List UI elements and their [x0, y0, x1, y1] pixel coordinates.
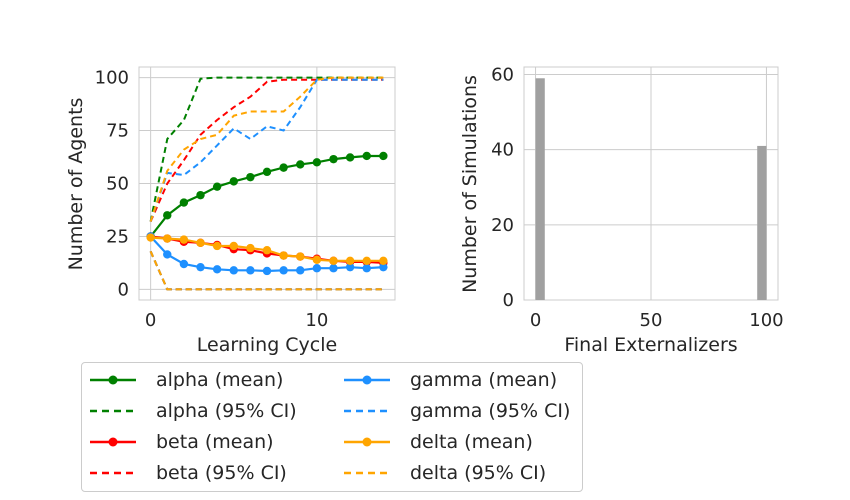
right-y-axis-label: Number of Simulations: [459, 75, 481, 293]
delta-mean-point: [262, 246, 272, 255]
gamma-mean-point: [345, 262, 355, 272]
legend-label: alpha (95% CI): [156, 400, 297, 422]
left-x-tick-label: 0: [145, 310, 156, 331]
left-x-axis-label: Learning Cycle: [197, 334, 337, 356]
legend-entry: alpha (95% CI): [90, 396, 297, 426]
gamma-mean-point: [262, 266, 272, 276]
legend-marker-swatch: [90, 375, 136, 385]
delta-mean-point: [312, 255, 322, 264]
gamma-95-ci-upper-line: [149, 78, 384, 222]
legend-label: gamma (95% CI): [410, 400, 571, 422]
gamma-mean-point: [196, 262, 205, 272]
right-x-axis-label: Final Externalizers: [564, 334, 737, 356]
left-x-tick-label: 10: [305, 310, 328, 331]
alpha-mean-point: [246, 172, 255, 182]
right-histogram: 0 50 100 0 20 40 60 Final Externalizers Number…: [459, 65, 784, 356]
alpha-mean-point: [262, 167, 272, 177]
delta-mean-point: [362, 256, 371, 266]
gamma-mean-point: [312, 264, 322, 273]
alpha-mean-point: [163, 211, 172, 220]
legend-entry: gamma (mean): [344, 365, 557, 395]
histogram-bar: [757, 145, 767, 300]
gamma-mean-point: [163, 250, 172, 259]
delta-mean-point: [279, 251, 288, 260]
gamma-mean-point: [212, 265, 222, 274]
legend-entry: alpha (mean): [90, 365, 283, 395]
left-y-tick-label: 0: [118, 279, 129, 300]
gamma-mean-point: [329, 264, 338, 273]
left-y-axis-label: Number of Agents: [65, 98, 87, 271]
left-y-tick-label: 100: [95, 68, 129, 89]
alpha-95-ci-upper-line: [149, 76, 384, 222]
histogram-bar: [535, 78, 545, 300]
alpha-mean-point: [279, 163, 288, 172]
gamma-mean-point: [362, 264, 371, 273]
legend-entry: delta (mean): [344, 427, 533, 457]
alpha-mean-point: [179, 198, 189, 207]
right-x-tick-label: 0: [530, 310, 541, 331]
left-y-tick-label: 75: [106, 121, 129, 142]
left-y-tick-label: 25: [106, 226, 129, 247]
alpha-mean-point: [196, 190, 205, 200]
delta-mean-point: [179, 235, 189, 244]
left-series-group: [146, 76, 388, 291]
gamma-mean-point: [246, 266, 255, 275]
legend-label: beta (mean): [156, 431, 274, 453]
right-y-tick-label: 60: [491, 65, 514, 86]
gamma-mean-point: [296, 266, 305, 275]
legend-marker-swatch: [344, 437, 390, 447]
alpha-mean-point: [296, 160, 305, 169]
legend-label: delta (95% CI): [410, 462, 547, 484]
alpha-mean-point: [312, 158, 322, 167]
gamma-mean-point: [229, 266, 238, 275]
delta-mean-point: [329, 256, 338, 266]
delta-mean-point: [163, 234, 172, 243]
right-tick-labels: 0 50 100 0 20 40 60: [491, 65, 784, 331]
right-y-tick-label: 20: [491, 215, 514, 236]
right-bars-group: [535, 78, 767, 300]
right-x-tick-label: 50: [640, 310, 663, 331]
legend-marker-swatch: [90, 437, 136, 447]
legend-entry: beta (95% CI): [90, 458, 287, 488]
gamma-mean-point: [179, 259, 189, 269]
legend-entry: gamma (95% CI): [344, 396, 570, 426]
delta-mean-point: [212, 241, 222, 251]
alpha-mean-point: [212, 182, 222, 191]
gamma-mean-point: [379, 262, 388, 272]
alpha-mean-point: [362, 151, 371, 161]
right-y-tick-label: 40: [491, 140, 514, 161]
alpha-mean-point: [379, 151, 388, 161]
legend-label: delta (mean): [410, 431, 533, 453]
delta-mean-point: [229, 241, 238, 251]
gamma-mean-point: [279, 266, 288, 275]
legend-dashed-swatch: [90, 471, 136, 475]
alpha-mean-point: [229, 177, 238, 186]
legend: alpha (mean) alpha (95% CI) beta (mean) bet…: [81, 362, 583, 492]
legend-entry: beta (mean): [90, 427, 274, 457]
right-x-tick-label: 100: [749, 310, 783, 331]
delta-mean-point: [196, 238, 205, 248]
right-y-tick-label: 0: [503, 290, 514, 311]
alpha-mean-point: [345, 153, 355, 162]
legend-label: beta (95% CI): [156, 462, 287, 484]
legend-dashed-swatch: [344, 409, 390, 413]
legend-marker-swatch: [344, 375, 390, 385]
delta-mean-point: [379, 256, 388, 266]
delta-mean-point: [146, 233, 155, 242]
legend-label: gamma (mean): [410, 369, 558, 391]
delta-mean-point: [246, 243, 255, 253]
left-y-tick-label: 50: [106, 174, 129, 195]
delta-mean-point: [345, 256, 355, 266]
legend-dashed-swatch: [344, 471, 390, 475]
delta-mean-point: [296, 252, 305, 261]
legend-label: alpha (mean): [156, 369, 284, 391]
alpha-mean-point: [329, 154, 338, 164]
delta-95-ci-lower-line: [149, 250, 384, 291]
legend-entry: delta (95% CI): [344, 458, 546, 488]
legend-dashed-swatch: [90, 409, 136, 413]
